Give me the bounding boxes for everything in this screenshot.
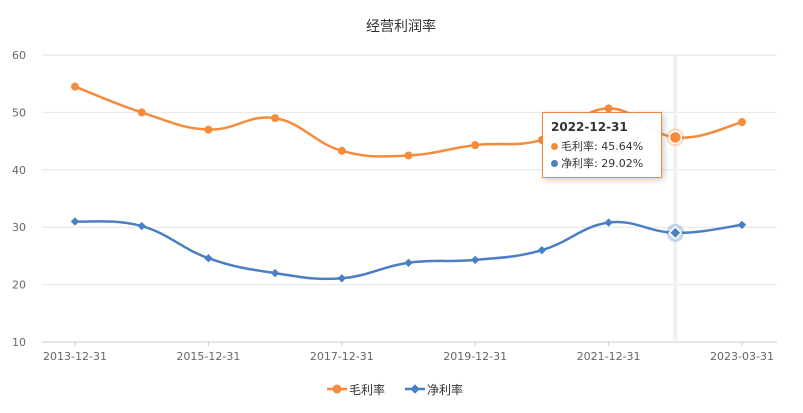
tooltip-date: 2022-12-31 (551, 120, 628, 134)
data-point[interactable] (668, 225, 683, 240)
hover-band (673, 55, 678, 342)
data-point[interactable] (337, 146, 346, 155)
data-point[interactable] (137, 108, 146, 117)
tooltip-row-net-margin: 净利率: 29.02% (551, 155, 653, 172)
data-point[interactable] (204, 253, 213, 263)
tooltip-row-gross-margin: 毛利率: 45.64% (551, 138, 653, 155)
legend-label: 毛利率 (349, 382, 385, 397)
y-tick-label: 10 (12, 336, 26, 349)
legend-marker (332, 384, 342, 394)
data-point[interactable] (337, 274, 346, 283)
tooltip-dot-net-margin (551, 160, 558, 167)
data-point[interactable] (604, 218, 613, 227)
tooltip-label-gross-margin: 毛利率 (561, 140, 594, 153)
legend-marker (410, 384, 420, 394)
y-tick-label: 60 (12, 49, 26, 62)
y-tick-label: 50 (12, 106, 26, 119)
axes: 10 20 30 40 50 60 2013-12-31 2015-12-31 2017-12-… (12, 49, 777, 363)
data-point[interactable] (404, 258, 413, 267)
legend-item-gross-margin[interactable]: 毛利率 (327, 382, 385, 397)
tooltip-value-gross-margin: 45.64% (601, 140, 644, 153)
chart-title: 经营利润率 (366, 18, 436, 35)
data-point[interactable] (738, 118, 746, 127)
data-point[interactable] (204, 125, 213, 134)
y-tick-label: 40 (12, 164, 26, 177)
x-tick-label: 2021-12-31 (577, 350, 641, 363)
legend-label: 净利率 (427, 382, 463, 397)
tooltip: 2022-12-31 毛利率: 45.64% 净利率: 29.02% (542, 112, 662, 178)
data-point[interactable] (537, 245, 547, 255)
x-tick-label: 2013-12-31 (43, 350, 107, 363)
data-point[interactable] (737, 220, 747, 230)
data-point[interactable] (271, 114, 280, 123)
grid-lines (42, 54, 777, 286)
x-tick-label: 2017-12-31 (310, 350, 374, 363)
y-tick-label: 30 (12, 221, 26, 234)
data-point[interactable] (404, 151, 413, 160)
tooltip-label-net-margin: 净利率 (561, 157, 594, 170)
legend[interactable]: 毛利率 净利率 (327, 382, 463, 397)
tooltip-value-net-margin: 29.02% (601, 157, 644, 170)
x-tick-label: 2023-03-31 (710, 350, 774, 363)
data-point[interactable] (471, 141, 480, 150)
series-line-net-margin (74, 220, 743, 281)
x-tick-label: 2015-12-31 (176, 350, 240, 363)
y-tick-label: 20 (12, 279, 26, 292)
data-point[interactable] (471, 255, 480, 265)
data-point[interactable] (70, 217, 80, 226)
hover-indicator (673, 55, 678, 342)
data-point[interactable] (71, 82, 79, 91)
data-point[interactable] (668, 130, 683, 145)
x-tick-label: 2019-12-31 (443, 350, 507, 363)
legend-item-net-margin[interactable]: 净利率 (405, 382, 463, 397)
data-point[interactable] (604, 104, 613, 113)
tooltip-dot-gross-margin (551, 143, 558, 150)
data-point[interactable] (137, 221, 146, 231)
data-point[interactable] (270, 268, 280, 278)
